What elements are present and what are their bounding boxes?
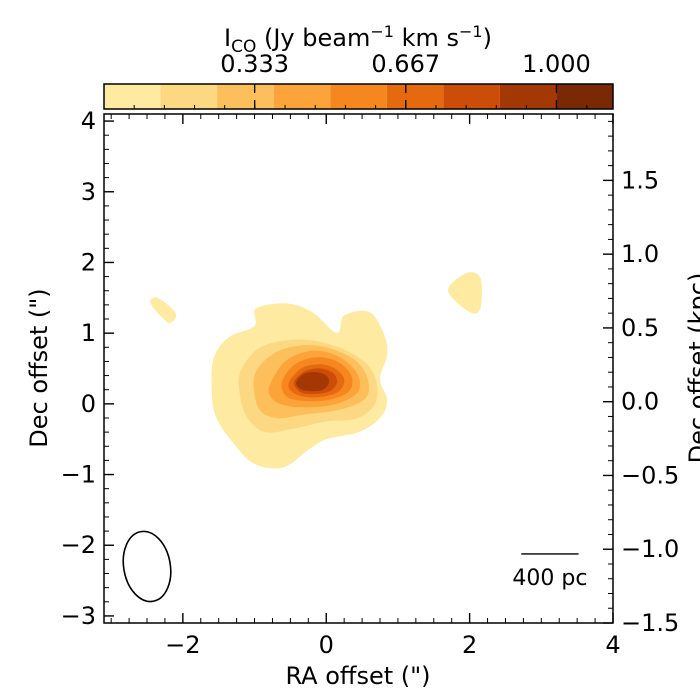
contour-layer [150,272,482,469]
y-tick-label: 2 [81,248,96,276]
y-axis-label: Dec offset (") [25,288,53,447]
plot-frame [103,113,614,624]
overlay-layer: 400 pc [122,530,587,603]
colorbar-tick-label: 1.000 [522,50,591,78]
x-tick-label: 0 [319,631,334,659]
y-right-tick-label: −1.5 [621,609,679,637]
colorbar-frame [103,83,614,110]
colorbar-band [104,84,161,109]
emission-island [150,297,177,323]
colorbar-band [443,84,500,109]
y-right-tick-label: 1.5 [621,166,659,194]
colorbar-band [330,84,387,109]
colorbar-ticks: 0.333 0.667 1.000 [133,50,591,109]
colorbar-band [217,84,274,109]
contour-level-8 [296,371,330,392]
beam-ellipse [122,530,172,603]
emission-island [448,272,482,314]
colorbar-bands [104,84,613,109]
colorbar-tick-label: 0.333 [220,50,289,78]
scalebar-label: 400 pc [512,566,587,591]
y-tick-label: 0 [81,390,96,418]
x-tick-label: 2 [462,631,477,659]
colorbar-band [273,84,331,109]
y-axis-right-label: Dec offset (kpc) [684,273,700,464]
y-right-tick-label: 0.0 [621,388,659,416]
x-tick-label: 4 [605,631,620,659]
colorbar-band [160,84,218,109]
y-right-tick-label: 0.5 [621,314,659,342]
y-right-tick-label: −0.5 [621,461,679,489]
y-tick-label: −1 [61,461,96,489]
y-tick-label: −3 [61,602,96,630]
y-tick-label: 1 [81,319,96,347]
y-tick-label: 4 [81,107,96,135]
y-right-tick-label: 1.0 [621,240,659,268]
x-axis-label: RA offset (") [285,662,430,690]
y-tick-label: −2 [61,531,96,559]
colorbar-label: ICO (Jy beam−1 km s−1) [224,22,492,57]
plot-area: 400 pc −2 0 2 4−3−2−101234−1.5−1.0−0.50.00.… [61,107,680,659]
colorbar-band [499,84,557,109]
colorbar: 0.333 0.667 1.000 ICO (Jy beam−1 km s−1) [103,22,614,110]
x-tick-label: −2 [165,631,200,659]
y-tick-label: 3 [81,178,96,206]
y-right-tick-label: −1.0 [621,535,679,563]
colorbar-band [386,84,444,109]
colorbar-band [556,84,613,109]
colorbar-tick-label: 0.667 [371,50,440,78]
